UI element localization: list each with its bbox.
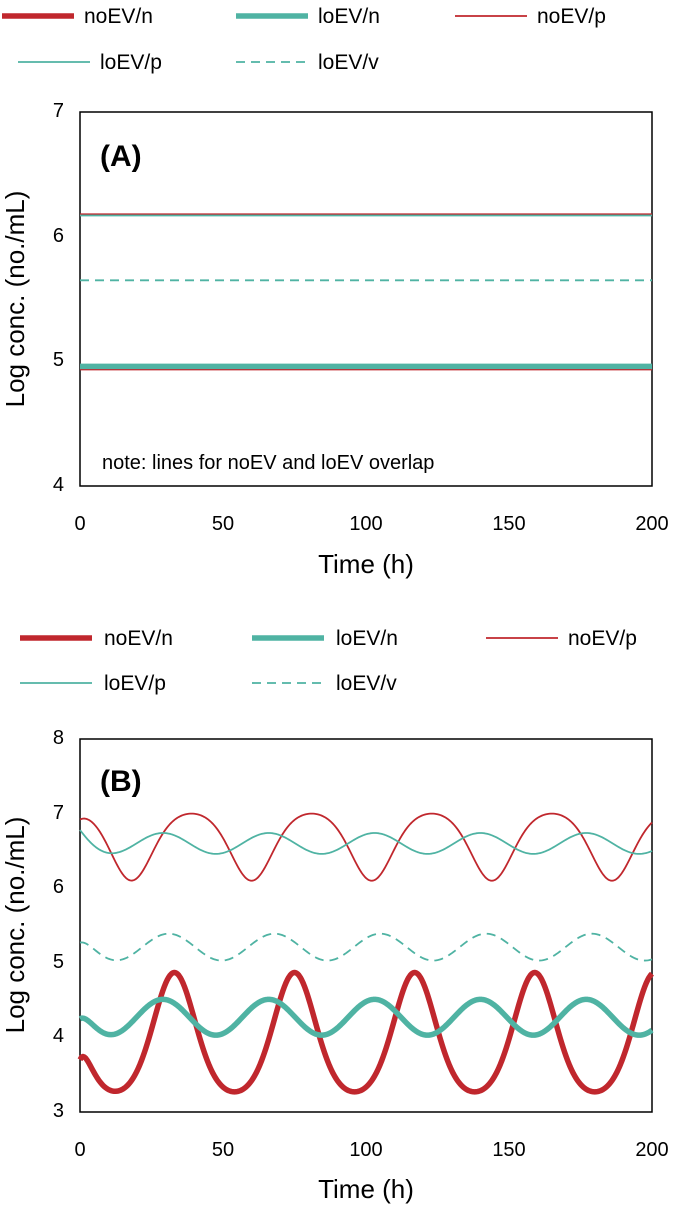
series-line-noev-p [79,812,653,882]
legend-label-noev-n: noEV/n [84,5,153,28]
x-tick-label: 0 [74,513,85,535]
chart-panel-b: noEV/n loEV/n noEV/p loEV/p loEV/v 3 4 5… [0,627,669,1204]
legend-panel-b: noEV/n loEV/n noEV/p loEV/p loEV/v [20,627,637,695]
legend-label-noev-p: noEV/p [568,627,637,650]
legend-label-noev-p: noEV/p [537,5,606,28]
y-tick-label: 5 [53,349,64,371]
series-line-loev-v [79,932,653,962]
y-axis-title-b: Log conc. (no./mL) [0,817,30,1034]
plot-frame-b [79,738,653,1113]
y-axis-title-a: Log conc. (no./mL) [0,191,30,408]
y-tick-label: 4 [53,1025,64,1047]
y-tick-label: 8 [53,727,64,749]
chart-panel-a: noEV/n loEV/n noEV/p loEV/p loEV/v 4 5 6… [0,5,669,579]
y-tick-label: 5 [53,951,64,973]
legend-label-noev-n: noEV/n [104,627,173,650]
panel-label-b: (B) [100,765,142,798]
legend-label-loev-v: loEV/v [318,51,379,74]
x-axis-title-a: Time (h) [318,549,414,579]
y-tick-label: 6 [53,876,64,898]
series-lines-panel-a [78,213,654,371]
legend-label-loev-n: loEV/n [318,5,380,28]
y-tick-label: 7 [53,100,64,122]
y-tick-label: 4 [53,474,64,496]
x-tick-label: 0 [74,1139,85,1161]
legend-label-loev-n: loEV/n [336,627,398,650]
legend-panel-a: noEV/n loEV/n noEV/p loEV/p loEV/v [2,5,606,74]
x-tick-label: 100 [349,513,382,535]
series-line-noev-n [77,969,654,1095]
y-tick-label: 7 [53,802,64,824]
x-tick-label: 200 [635,513,668,535]
x-tick-label: 150 [492,1139,525,1161]
x-axis-title-b: Time (h) [318,1174,414,1204]
x-axis-panel-b: 0 50 100 150 200 [74,1139,668,1161]
series-line-loev-n [78,996,654,1038]
y-tick-label: 3 [53,1100,64,1122]
plot-frame-a [79,111,653,487]
x-tick-label: 50 [212,1139,234,1161]
series-line-loev-p [79,829,653,855]
legend-label-loev-p: loEV/p [104,672,166,695]
x-tick-label: 200 [635,1139,668,1161]
panel-label-a: (A) [100,140,142,173]
y-tick-label: 6 [53,225,64,247]
legend-label-loev-p: loEV/p [100,51,162,74]
x-tick-label: 150 [492,513,525,535]
x-axis-panel-a: 0 50 100 150 200 [74,513,668,535]
legend-label-loev-v: loEV/v [336,672,397,695]
x-tick-label: 50 [212,513,234,535]
y-axis-panel-b: 3 4 5 6 7 8 [53,727,64,1122]
y-axis-panel-a: 4 5 6 7 [53,100,64,496]
series-lines-panel-b [77,812,654,1095]
annotation-overlap: note: lines for noEV and loEV overlap [102,452,434,474]
x-tick-label: 100 [349,1139,382,1161]
